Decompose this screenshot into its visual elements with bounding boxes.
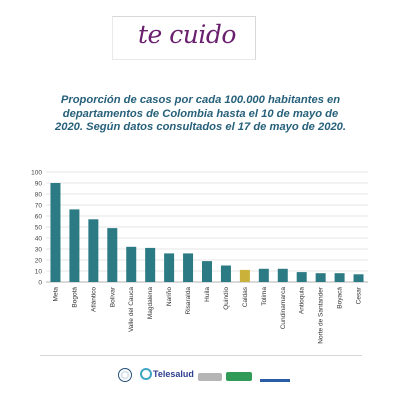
x-tick-label: Huila	[204, 287, 211, 302]
bar	[107, 228, 118, 282]
x-tick-label: Norte de Santander	[318, 286, 325, 344]
x-tick-label: Meta	[52, 287, 59, 302]
bar	[334, 273, 345, 282]
university-seal-icon	[118, 368, 132, 382]
x-tick-label: Bolívar	[109, 286, 116, 307]
partner-brand-logo-icon	[260, 371, 290, 382]
y-tick-label: 100	[31, 169, 42, 176]
bar	[50, 183, 61, 282]
bar	[353, 274, 364, 282]
x-tick-label: Nariño	[166, 287, 173, 307]
x-tick-label: Boyacá	[337, 287, 344, 309]
y-tick-label: 30	[35, 246, 43, 253]
y-tick-label: 0	[38, 279, 42, 286]
telesalud-label: Telesalud	[153, 369, 194, 379]
y-tick-label: 60	[35, 213, 43, 220]
y-tick-label: 20	[35, 257, 43, 264]
y-tick-label: 50	[35, 224, 43, 231]
x-tick-label: Cesar	[356, 286, 363, 304]
x-tick-label: Quindío	[223, 287, 230, 310]
x-tick-label: Valle del Cauca	[128, 287, 135, 332]
y-tick-label: 80	[35, 191, 43, 198]
bar	[220, 265, 231, 282]
y-tick-label: 90	[35, 180, 43, 187]
caldas-logo-icon	[198, 373, 222, 381]
bar	[258, 268, 269, 282]
bar	[277, 268, 288, 282]
bar	[88, 219, 99, 282]
y-tick-label: 10	[35, 268, 43, 275]
x-tick-label: Cundinamarca	[280, 287, 287, 330]
brand-logo: te cuido	[138, 20, 236, 49]
y-tick-label: 70	[35, 202, 43, 209]
y-tick-label: 40	[35, 235, 43, 242]
x-tick-label: Tolima	[261, 287, 268, 306]
bar	[126, 246, 137, 282]
x-tick-label: Antioquia	[299, 287, 306, 314]
x-tick-label: Magdalena	[147, 287, 154, 320]
footer-logos: Telesalud	[112, 368, 292, 386]
bar	[239, 269, 250, 282]
bar	[296, 272, 307, 282]
footer-divider	[40, 355, 362, 356]
chart-caption: Proporción de casos por cada 100.000 hab…	[55, 94, 346, 133]
x-tick-label: Caldas	[242, 286, 249, 307]
health-partner-logo-icon	[226, 372, 252, 381]
bar	[145, 247, 156, 282]
x-tick-label: Risaralda	[185, 287, 192, 315]
bar	[164, 253, 175, 282]
telesalud-ring-icon	[140, 368, 152, 380]
bar	[202, 261, 212, 282]
x-tick-label: Bogotá	[71, 287, 78, 308]
header-frame	[112, 16, 256, 60]
bar	[183, 253, 194, 282]
telesalud-logo: Telesalud	[140, 368, 194, 380]
bar	[315, 273, 326, 282]
bar	[69, 209, 80, 282]
x-tick-label: Atlántico	[90, 287, 97, 312]
